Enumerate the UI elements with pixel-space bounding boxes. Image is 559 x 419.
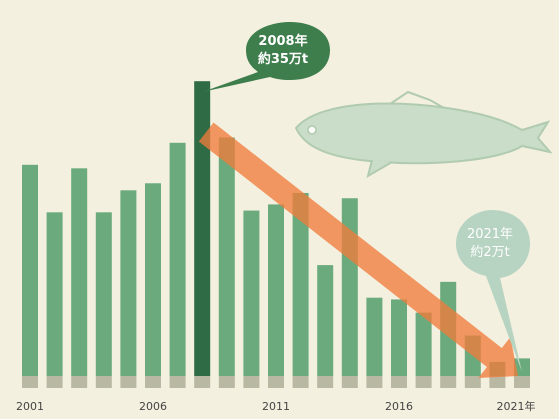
bar-base [120, 376, 137, 388]
bar-base [292, 376, 309, 388]
bar-base [464, 376, 481, 388]
x-tick-label: 2001 [16, 400, 44, 413]
bar-base [489, 376, 506, 388]
peak-callout-value: 約35万t [257, 52, 309, 67]
bar-2021 [514, 358, 530, 376]
x-tick-label: 2006 [139, 400, 167, 413]
bar-base [46, 376, 63, 388]
bar-2008 [194, 81, 211, 376]
fish-icon [294, 90, 553, 179]
bar-base [341, 376, 358, 388]
latest-callout-year: 2021年 [466, 227, 514, 242]
bar-2011 [268, 204, 284, 376]
bar-2002 [46, 212, 63, 376]
bar-2016 [391, 299, 407, 376]
bar-base [169, 376, 186, 388]
latest-callout: 2021年 約2万t [452, 226, 528, 262]
bar-2007 [169, 142, 186, 376]
bar-base [391, 376, 407, 388]
latest-callout-value: 約2万t [470, 245, 510, 260]
bar-2001 [22, 164, 38, 376]
bar-base [71, 376, 88, 388]
bar-2005 [120, 190, 137, 376]
bar-base [268, 376, 284, 388]
bar-base [514, 376, 530, 388]
bar-2013 [317, 265, 334, 376]
x-tick-label: 2016 [385, 400, 413, 413]
bar-2004 [95, 212, 112, 376]
bar-2015 [366, 297, 383, 376]
bar-2006 [145, 183, 161, 376]
bar-base [243, 376, 260, 388]
peak-callout-year: 2008年 [258, 34, 308, 49]
bar-base [145, 376, 161, 388]
latest-callout-bubble [456, 210, 530, 372]
peak-callout-bubble [202, 22, 330, 92]
x-tick-label: 2021年 [497, 399, 536, 413]
bar-2012 [292, 192, 309, 376]
bar-base [366, 376, 383, 388]
bar-2003 [71, 168, 88, 376]
bar-base [22, 376, 38, 388]
bar-base [95, 376, 112, 388]
bar-base [440, 376, 457, 388]
bar-base [218, 376, 235, 388]
bar-2017 [415, 312, 432, 376]
trend-arrow [198, 122, 518, 378]
bar-base [317, 376, 334, 388]
x-tick-label: 2011 [262, 400, 290, 413]
peak-callout: 2008年 約35万t [238, 33, 328, 69]
bar-base [194, 376, 211, 388]
bar-base [415, 376, 432, 388]
bar-2009 [218, 137, 235, 376]
bar-2010 [243, 210, 260, 376]
